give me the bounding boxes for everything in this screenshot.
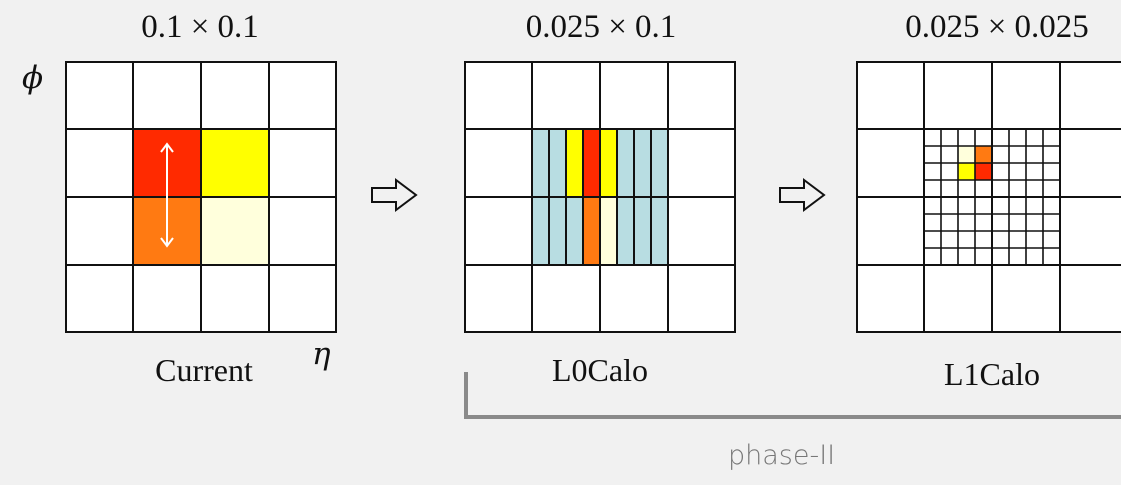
cell-yellow [201,129,269,197]
panel-l0calo-caption: L0Calo [552,352,648,388]
cell-orange [975,146,992,163]
strip-yellow-right [600,129,617,197]
double-arrow-icon [160,142,174,248]
grid-border [856,61,1121,333]
panel-current-caption: Current [155,352,253,388]
right-arrow-icon [371,178,418,212]
l1calo-granularity-grid [856,61,1121,333]
cell-pale-yellow [958,146,975,163]
panel-l1calo-title: 0.025 × 0.025 [905,9,1089,45]
grid-border [464,61,736,333]
grid-border [65,61,337,333]
phi-axis-label: ϕ [22,60,44,96]
panel-current-title: 0.1 × 0.1 [141,9,259,45]
right-arrow-icon [779,178,826,212]
cell-yellow [958,163,975,180]
panel-l1calo-caption: L1Calo [944,356,1040,392]
cell-red [975,163,992,180]
strip-orange [583,197,600,265]
current-granularity-grid [65,61,337,333]
grid-lines [66,62,336,332]
grid-lines [857,62,1121,332]
panel-l0calo-title: 0.025 × 0.1 [525,9,677,45]
strip-pale-yellow [600,197,617,265]
grid-lines [465,62,735,332]
strip-red [583,129,600,197]
strip-yellow-left [566,129,583,197]
eta-axis-label: η [312,336,331,372]
phase-ii-label: phase-II [728,440,836,471]
cell-pale-yellow [201,197,269,265]
l0calo-granularity-grid [464,61,736,333]
